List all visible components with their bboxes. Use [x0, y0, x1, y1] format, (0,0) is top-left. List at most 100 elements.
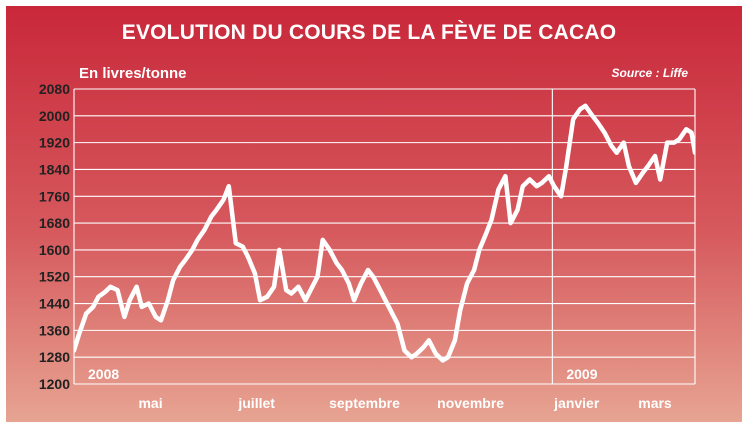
price-point	[258, 298, 262, 302]
price-point	[484, 231, 488, 235]
price-point	[246, 255, 250, 259]
price-point	[571, 117, 575, 121]
price-point	[265, 295, 269, 299]
price-point	[122, 315, 126, 319]
price-point	[159, 318, 163, 322]
price-point	[335, 261, 339, 265]
price-point	[409, 355, 414, 359]
price-point	[209, 214, 213, 218]
price-point	[552, 184, 556, 188]
y-tick-label: 1360	[39, 322, 70, 338]
x-tick-label: janvier	[553, 395, 600, 411]
x-tick-label: juillet	[237, 395, 275, 411]
price-point	[103, 290, 107, 294]
price-point	[234, 241, 238, 245]
year-markers: 2008 2009	[88, 89, 598, 384]
price-point	[91, 305, 95, 309]
price-point	[596, 120, 600, 125]
year-label: 2008	[88, 366, 119, 382]
price-point	[641, 171, 645, 175]
year-label: 2009	[566, 366, 597, 382]
price-point	[340, 268, 344, 272]
price-point	[296, 285, 300, 289]
price-point	[96, 295, 100, 299]
price-point	[171, 278, 175, 282]
price-point	[154, 315, 158, 319]
price-point	[465, 281, 469, 285]
price-point	[509, 221, 513, 225]
price-point	[689, 131, 694, 135]
x-tick-label: mars	[638, 395, 672, 411]
price-point	[609, 144, 614, 148]
price-point	[422, 345, 426, 349]
price-point	[378, 288, 382, 292]
price-point	[540, 181, 544, 185]
y-tick-label: 2080	[39, 81, 70, 97]
price-point	[352, 298, 356, 302]
price-point	[684, 127, 688, 131]
price-point	[477, 248, 481, 252]
price-point	[195, 238, 200, 242]
price-point	[328, 248, 332, 252]
price-point	[677, 137, 681, 141]
y-tick-label: 1520	[39, 269, 70, 285]
price-point	[277, 248, 281, 252]
price-point	[402, 348, 407, 353]
price-point	[458, 308, 462, 312]
price-point	[446, 355, 450, 359]
price-point	[496, 188, 500, 192]
price-point	[615, 151, 619, 155]
price-point	[309, 288, 313, 292]
price-point	[241, 245, 245, 249]
price-point	[321, 238, 325, 242]
price-point	[503, 174, 507, 178]
price-point	[84, 312, 88, 316]
price-point	[390, 312, 394, 316]
y-tick-label: 1600	[39, 242, 70, 258]
x-axis-ticks: mai juillet septembre novembre janvier mars	[138, 395, 671, 411]
price-point	[77, 332, 81, 336]
price-point	[547, 174, 551, 178]
price-point	[665, 141, 669, 145]
y-tick-label: 1760	[39, 188, 70, 204]
price-point	[521, 184, 525, 188]
y-tick-label: 1280	[39, 349, 70, 365]
price-point	[653, 154, 657, 158]
price-point	[646, 164, 650, 168]
price-point	[590, 114, 595, 118]
source-label: Source : Liffe	[612, 66, 689, 80]
price-point	[128, 298, 132, 302]
y-tick-label: 1840	[39, 161, 70, 177]
y-tick-label: 1440	[39, 296, 70, 312]
price-point	[227, 184, 231, 188]
price-point	[222, 198, 226, 202]
price-point	[215, 208, 219, 212]
price-point	[140, 305, 144, 309]
price-point	[434, 352, 438, 356]
price-point	[347, 281, 351, 285]
price-point	[135, 285, 139, 289]
price-point	[453, 338, 457, 342]
price-point	[303, 298, 307, 302]
y-tick-label: 1920	[39, 135, 70, 151]
price-point	[284, 288, 288, 292]
x-tick-label: septembre	[329, 395, 400, 411]
price-point	[383, 298, 387, 302]
y-axis-ticks: 1200 1280 1360 1440 1520 1600 1680 1760 1840 1920…	[39, 81, 70, 392]
price-point	[634, 181, 638, 185]
y-tick-label: 1200	[39, 376, 70, 392]
price-point	[427, 338, 431, 342]
price-point	[578, 107, 582, 111]
price-point	[583, 104, 588, 108]
chart-background	[6, 6, 742, 422]
price-point	[108, 285, 113, 289]
price-point	[693, 151, 695, 155]
price-point	[371, 275, 375, 279]
price-point	[627, 164, 631, 168]
price-point	[489, 218, 494, 222]
price-point	[535, 184, 539, 188]
price-point	[190, 248, 194, 252]
price-point	[564, 164, 568, 168]
y-tick-label: 1680	[39, 215, 70, 231]
